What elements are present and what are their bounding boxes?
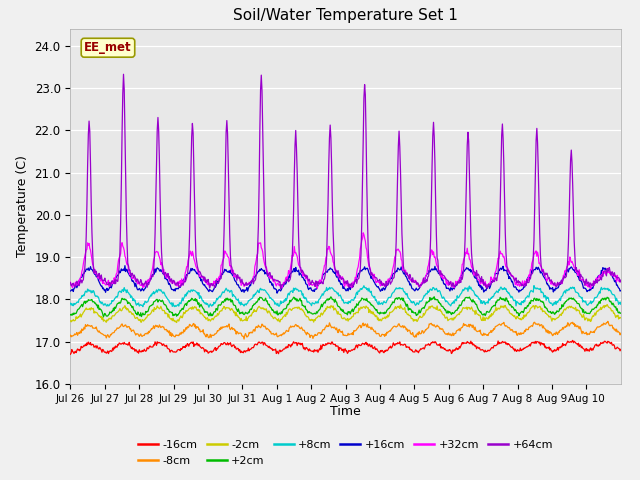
Text: EE_met: EE_met — [84, 41, 132, 54]
X-axis label: Time: Time — [330, 405, 361, 418]
Title: Soil/Water Temperature Set 1: Soil/Water Temperature Set 1 — [233, 9, 458, 24]
Y-axis label: Temperature (C): Temperature (C) — [16, 156, 29, 257]
Legend: -16cm, -8cm, -2cm, +2cm, +8cm, +16cm, +32cm, +64cm: -16cm, -8cm, -2cm, +2cm, +8cm, +16cm, +3… — [134, 436, 557, 470]
